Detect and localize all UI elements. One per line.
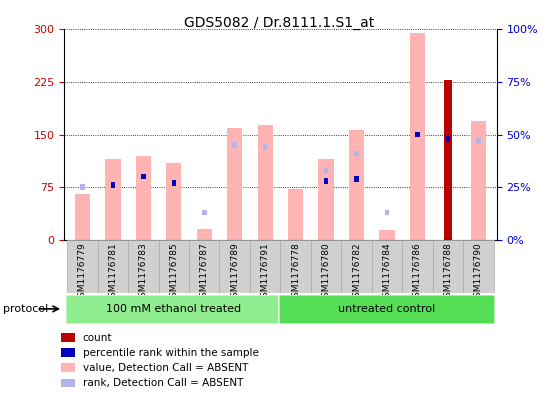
Text: GSM1176790: GSM1176790 — [474, 242, 483, 303]
Bar — [219, 240, 250, 293]
Bar — [166, 163, 181, 240]
Bar — [415, 132, 420, 138]
Text: rank, Detection Call = ABSENT: rank, Detection Call = ABSENT — [83, 378, 243, 388]
Bar — [61, 348, 75, 357]
Bar — [319, 159, 334, 240]
Bar — [80, 184, 85, 190]
Bar — [402, 240, 432, 293]
Bar — [158, 240, 189, 293]
Bar — [128, 240, 158, 293]
Bar — [341, 240, 372, 293]
Text: GSM1176789: GSM1176789 — [230, 242, 239, 303]
Text: GSM1176785: GSM1176785 — [169, 242, 179, 303]
Bar — [444, 80, 452, 240]
Text: count: count — [83, 332, 112, 343]
Text: GSM1176778: GSM1176778 — [291, 242, 300, 303]
Bar — [354, 151, 359, 156]
Bar — [372, 240, 402, 293]
Bar — [384, 209, 389, 215]
Bar — [288, 189, 303, 240]
Bar — [171, 180, 176, 186]
Bar — [410, 33, 425, 240]
Text: 100 mM ethanol treated: 100 mM ethanol treated — [106, 305, 242, 314]
Text: value, Detection Call = ABSENT: value, Detection Call = ABSENT — [83, 363, 248, 373]
Text: GSM1176782: GSM1176782 — [352, 242, 361, 303]
Bar — [67, 240, 98, 293]
Text: percentile rank within the sample: percentile rank within the sample — [83, 348, 259, 358]
Bar — [136, 156, 151, 240]
Bar — [110, 182, 115, 188]
Text: GSM1176784: GSM1176784 — [382, 242, 392, 303]
Bar — [189, 240, 219, 293]
Bar — [258, 125, 273, 240]
Bar — [349, 130, 364, 240]
Bar — [471, 121, 486, 240]
Bar — [463, 240, 494, 293]
Bar — [432, 240, 463, 293]
Text: GDS5082 / Dr.8111.1.S1_at: GDS5082 / Dr.8111.1.S1_at — [184, 16, 374, 30]
Bar — [227, 128, 242, 240]
Bar — [280, 240, 311, 293]
Bar — [263, 144, 267, 150]
Text: GSM1176788: GSM1176788 — [444, 242, 453, 303]
Text: GSM1176791: GSM1176791 — [261, 242, 270, 303]
Bar — [98, 240, 128, 293]
Text: protocol: protocol — [3, 304, 48, 314]
Bar — [75, 194, 90, 240]
Text: GSM1176787: GSM1176787 — [200, 242, 209, 303]
Bar — [61, 378, 75, 387]
Text: untreated control: untreated control — [338, 305, 436, 314]
Bar — [141, 174, 146, 180]
Bar — [476, 138, 480, 144]
Bar — [324, 178, 328, 184]
FancyBboxPatch shape — [66, 295, 282, 324]
Text: GSM1176779: GSM1176779 — [78, 242, 87, 303]
Bar — [324, 167, 328, 173]
Bar — [250, 240, 281, 293]
Text: GSM1176780: GSM1176780 — [321, 242, 330, 303]
Bar — [311, 240, 341, 293]
Bar — [202, 209, 206, 215]
Bar — [61, 364, 75, 372]
Bar — [354, 176, 359, 182]
Text: GSM1176781: GSM1176781 — [108, 242, 117, 303]
Text: GSM1176783: GSM1176783 — [139, 242, 148, 303]
Bar — [233, 142, 237, 148]
Bar — [446, 136, 450, 141]
FancyBboxPatch shape — [279, 295, 495, 324]
Bar — [61, 333, 75, 342]
Text: GSM1176786: GSM1176786 — [413, 242, 422, 303]
Bar — [379, 230, 395, 240]
Bar — [196, 229, 212, 240]
Bar — [105, 159, 121, 240]
